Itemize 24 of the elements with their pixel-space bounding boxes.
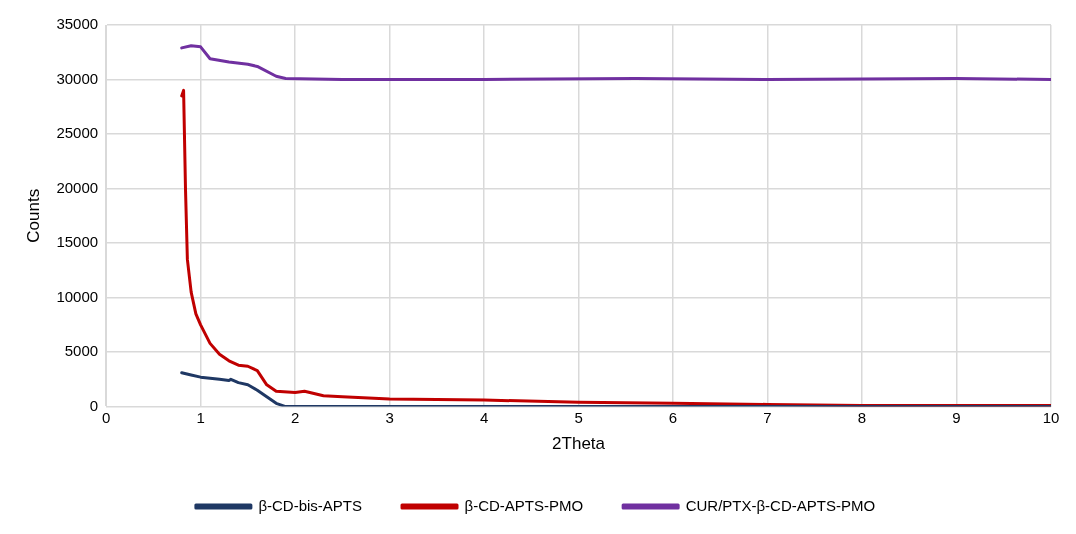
legend-label: CUR/PTX-β-CD-APTS-PMO xyxy=(685,496,876,514)
x-tick-label: 0 xyxy=(101,408,111,426)
x-tick-label: 10 xyxy=(1042,408,1060,426)
y-tick-label: 25000 xyxy=(56,124,99,142)
x-tick-label: 6 xyxy=(668,408,678,426)
x-tick-label: 9 xyxy=(952,408,961,426)
x-axis-title: 2Theta xyxy=(552,434,606,454)
y-tick-label: 10000 xyxy=(56,287,99,305)
x-tick-label: 2 xyxy=(290,408,300,426)
y-tick-label: 35000 xyxy=(56,15,99,33)
x-tick-label: 4 xyxy=(479,408,489,426)
legend-label: β-CD-bis-APTS xyxy=(258,496,363,514)
y-tick-label: 20000 xyxy=(56,178,99,196)
y-axis-title: Counts xyxy=(23,188,43,243)
legend-label: β-CD-APTS-PMO xyxy=(464,496,584,514)
x-tick-label: 5 xyxy=(574,408,583,426)
y-tick-label: 15000 xyxy=(56,233,99,251)
y-tick-label: 5000 xyxy=(64,342,99,360)
y-tick-label: 0 xyxy=(89,396,99,414)
x-tick-label: 1 xyxy=(196,408,205,426)
x-tick-label: 8 xyxy=(857,408,867,426)
y-tick-label: 30000 xyxy=(56,69,99,87)
x-tick-label: 7 xyxy=(763,408,772,426)
x-tick-label: 3 xyxy=(385,408,394,426)
